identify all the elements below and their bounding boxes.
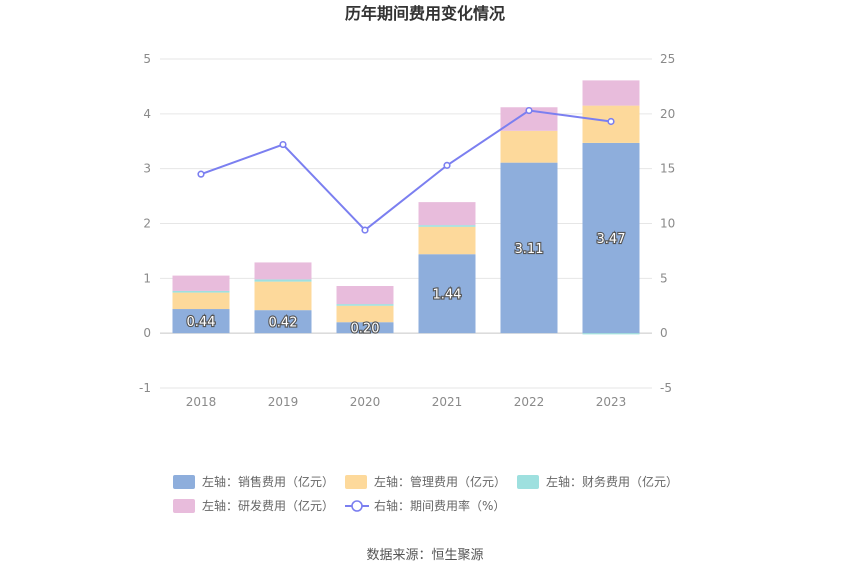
bar-segment	[336, 304, 394, 306]
bar-segment	[254, 279, 312, 282]
bar-segment	[254, 262, 312, 280]
rate-line	[200, 109, 612, 232]
bar-segment	[500, 162, 558, 334]
right-tick-label: 20	[660, 107, 675, 121]
x-tick-label: 2021	[432, 395, 463, 409]
gridlines	[160, 58, 652, 389]
bar-segment	[582, 142, 640, 334]
legend-swatch	[173, 475, 195, 489]
legend-label: 右轴：期间费用率（%）	[374, 498, 505, 513]
rate-point	[279, 140, 287, 149]
bar-segment	[336, 322, 394, 334]
bar-series: 0.44 0.42 0.20 1.44 3.11 3.47	[172, 80, 640, 338]
legend-label: 左轴：财务费用（亿元）	[546, 474, 678, 489]
bar-data-label: 3.11	[515, 242, 544, 257]
bar-data-label: 0.20	[351, 322, 380, 337]
legend-swatch	[345, 475, 367, 489]
left-tick-label: 3	[143, 162, 151, 176]
bar-data-label: 1.44	[433, 288, 462, 303]
bar-segment	[500, 130, 558, 163]
right-tick-label: 15	[660, 162, 675, 176]
bar-data-label: 0.44	[187, 315, 216, 330]
x-tick-label: 2020	[350, 395, 381, 409]
bar-segment	[418, 225, 476, 227]
right-tick-label: 5	[660, 271, 668, 285]
legend-circle-icon	[351, 500, 363, 512]
left-tick-label: 0	[143, 326, 151, 340]
bar-segment	[418, 226, 476, 255]
legend-label: 左轴：管理费用（亿元）	[374, 474, 506, 489]
x-tick-label: 2022	[514, 395, 545, 409]
legend: 左轴：销售费用（亿元） 左轴：管理费用（亿元） 左轴：财务费用（亿元） 左轴：研发费用…	[173, 474, 678, 513]
right-tick-label: 0	[660, 326, 668, 340]
bar-segment	[172, 292, 230, 310]
bar-segment	[254, 281, 312, 311]
right-tick-label: -5	[660, 381, 672, 395]
x-tick-label: 2019	[268, 395, 299, 409]
rate-point	[197, 170, 205, 178]
bar-segment	[254, 310, 312, 334]
left-axis: -1 0 1 2 3 4 5	[139, 52, 151, 395]
bar-segment	[336, 286, 394, 305]
rate-point	[361, 226, 369, 234]
rate-point	[607, 117, 615, 126]
rate-point	[525, 106, 533, 115]
left-tick-label: 5	[143, 52, 151, 66]
bar-segment	[582, 80, 640, 106]
left-tick-label: -1	[139, 381, 151, 395]
legend-swatch	[173, 499, 195, 513]
bar-data-label: 3.47	[597, 232, 626, 247]
bar-segment	[418, 254, 476, 334]
bar-segment	[418, 202, 476, 226]
bar-data-label: 0.42	[269, 316, 298, 331]
right-tick-label: 10	[660, 217, 675, 231]
right-axis: -5 0 5 10 15 20 25	[660, 52, 675, 395]
line-series	[197, 106, 615, 234]
bar-segment	[172, 275, 230, 291]
x-tick-label: 2018	[186, 395, 217, 409]
legend-label: 左轴：销售费用（亿元）	[202, 474, 334, 489]
bar-segment	[172, 290, 230, 293]
source-note: 数据来源：恒生聚源	[366, 548, 483, 563]
left-tick-label: 2	[143, 217, 151, 231]
x-axis: 2018 2019 2020 2021 2022 2023	[186, 395, 627, 409]
right-tick-label: 25	[660, 52, 675, 66]
left-tick-label: 4	[143, 107, 151, 121]
bar-segment	[582, 333, 640, 335]
chart-title: 历年期间费用变化情况	[345, 4, 505, 23]
legend-swatch	[517, 475, 539, 489]
legend-label: 左轴：研发费用（亿元）	[202, 498, 334, 513]
bar-segment	[336, 305, 394, 323]
bar-segment	[172, 309, 230, 334]
x-tick-label: 2023	[596, 395, 627, 409]
rate-point	[443, 161, 451, 169]
left-tick-label: 1	[143, 271, 151, 285]
